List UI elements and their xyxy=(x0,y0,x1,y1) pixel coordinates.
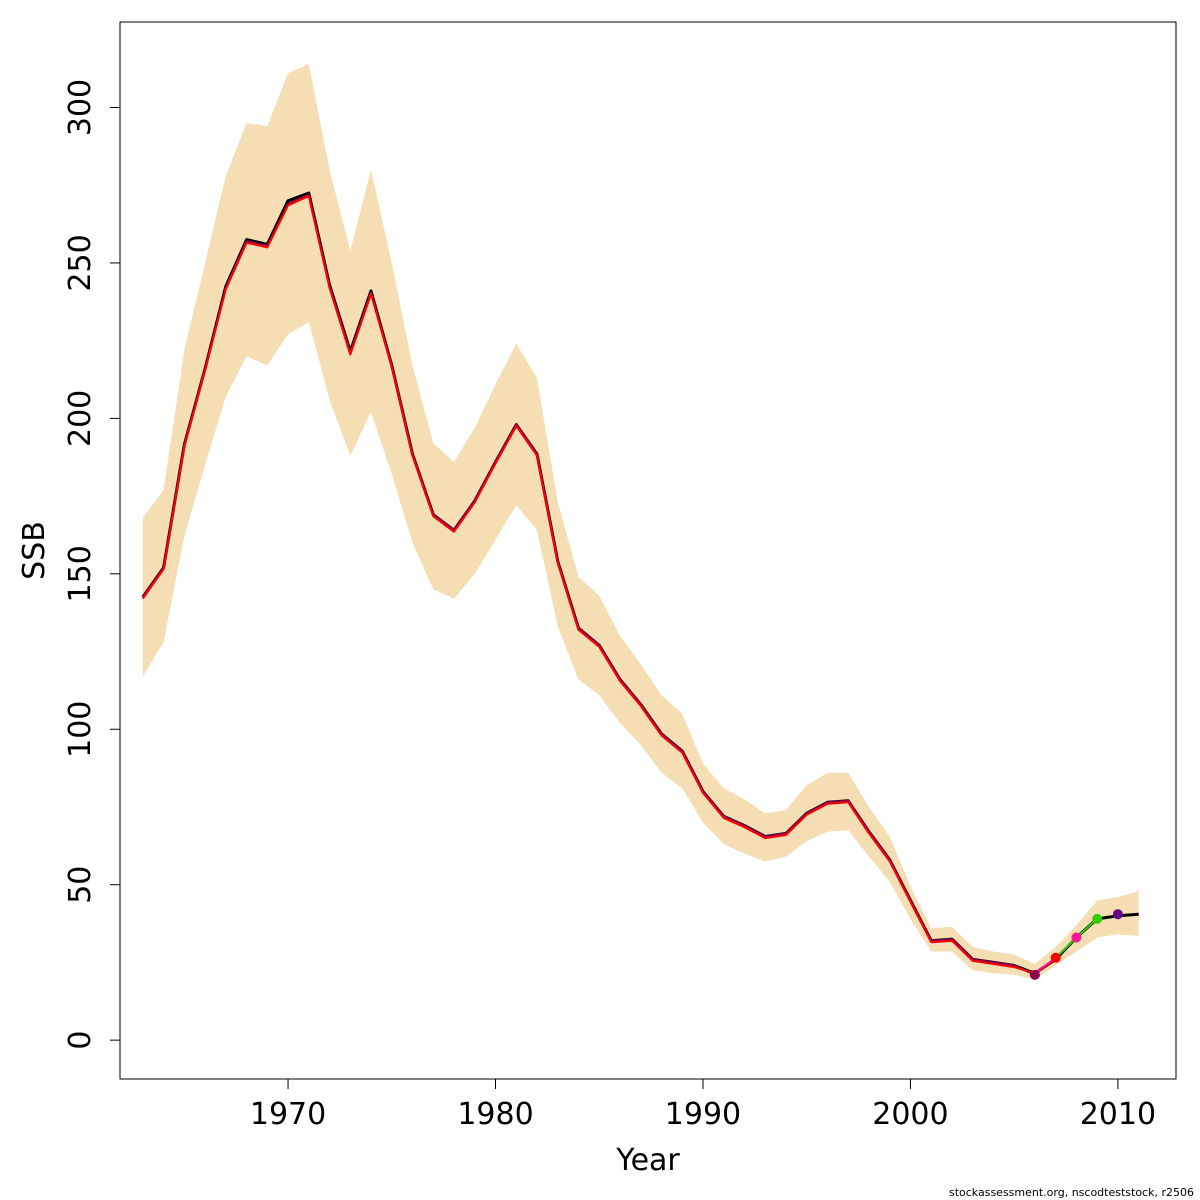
data-point-2008 xyxy=(1071,932,1082,943)
confidence-band-layer xyxy=(142,64,1139,980)
y-tick-label-150: 150 xyxy=(63,545,98,602)
y-axis-title: SSB xyxy=(17,521,52,580)
x-tick-label-2010: 2010 xyxy=(1080,1097,1156,1132)
data-point-2006 xyxy=(1029,969,1040,980)
series-layer xyxy=(141,191,1139,976)
confidence-band xyxy=(142,64,1139,980)
data-point-2007 xyxy=(1050,952,1061,963)
series-line-2 xyxy=(141,195,1057,975)
x-tick-label-1990: 1990 xyxy=(665,1097,741,1132)
source-caption: stockassessment.org, nscodteststock, r25… xyxy=(949,1186,1194,1199)
y-tick-label-250: 250 xyxy=(63,234,98,291)
y-tick-label-200: 200 xyxy=(63,390,98,447)
points-layer xyxy=(1029,909,1123,980)
y-axis: 0 50 100 150 200 250 300 xyxy=(63,79,121,1050)
y-tick-label-100: 100 xyxy=(63,701,98,758)
x-tick-label-1970: 1970 xyxy=(250,1097,326,1132)
x-axis-title: Year xyxy=(615,1143,680,1178)
x-tick-label-2000: 2000 xyxy=(872,1097,948,1132)
y-tick-label-300: 300 xyxy=(63,79,98,136)
y-tick-label-50: 50 xyxy=(63,866,98,904)
data-point-2010 xyxy=(1112,909,1123,920)
x-tick-label-1980: 1980 xyxy=(457,1097,533,1132)
y-tick-label-0: 0 xyxy=(63,1031,98,1050)
data-point-2009 xyxy=(1092,913,1103,924)
x-axis: 1970 1980 1990 2000 2010 xyxy=(250,1078,1156,1132)
